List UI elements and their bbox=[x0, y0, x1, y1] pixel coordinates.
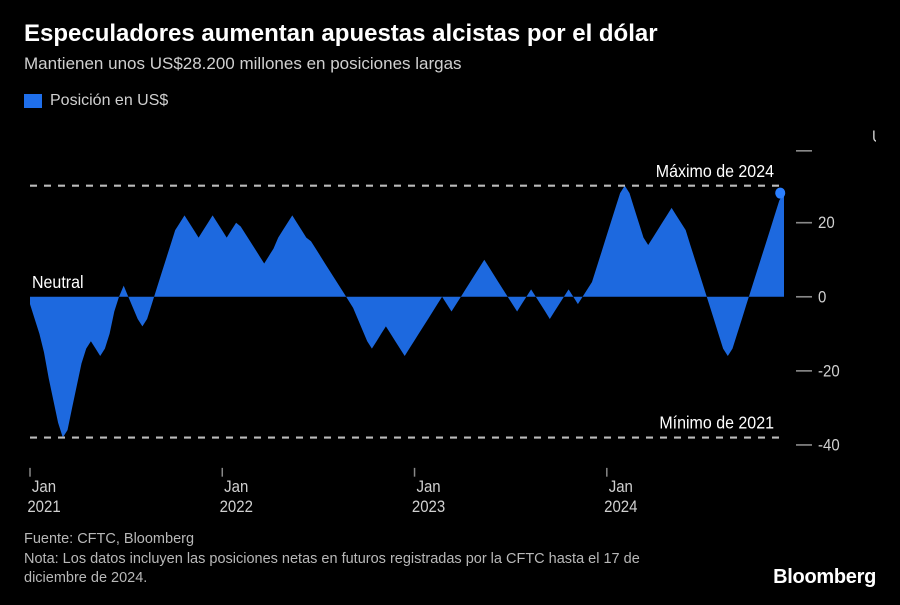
footer-note: Nota: Los datos incluyen las posiciones … bbox=[24, 550, 664, 589]
min-label: Mínimo de 2021 bbox=[659, 413, 774, 433]
legend: Posición en US$ bbox=[24, 92, 876, 110]
x-tick-year: 2022 bbox=[220, 498, 253, 516]
neutral-label: Neutral bbox=[32, 272, 84, 292]
x-tick-month: Jan bbox=[416, 478, 440, 496]
x-tick-month: Jan bbox=[224, 478, 248, 496]
footer: Fuente: CFTC, Bloomberg Nota: Los datos … bbox=[24, 530, 876, 589]
area-chart-svg: Máximo de 2024 Neutral Mínimo de 2021 US$40… bbox=[24, 120, 876, 516]
footer-text: Fuente: CFTC, Bloomberg Nota: Los datos … bbox=[24, 530, 664, 589]
legend-label: Posición en US$ bbox=[50, 92, 168, 110]
last-point-marker bbox=[775, 188, 785, 199]
y-unit-label: US$40.000m bbox=[872, 128, 876, 146]
brand-logo: Bloomberg bbox=[773, 566, 876, 589]
max-label: Máximo de 2024 bbox=[656, 161, 774, 181]
chart-subtitle: Mantienen unos US$28.200 millones en pos… bbox=[24, 54, 876, 74]
x-tick-month: Jan bbox=[609, 478, 633, 496]
chart-container: Especuladores aumentan apuestas alcistas… bbox=[0, 0, 900, 605]
legend-swatch bbox=[24, 94, 42, 108]
x-tick-month: Jan bbox=[32, 478, 56, 496]
chart-title: Especuladores aumentan apuestas alcistas… bbox=[24, 20, 876, 48]
y-tick-label: -40 bbox=[818, 437, 840, 455]
y-tick-label: 20 bbox=[818, 215, 835, 233]
x-tick-year: 2023 bbox=[412, 498, 446, 516]
footer-source: Fuente: CFTC, Bloomberg bbox=[24, 530, 664, 550]
x-tick-year: 2021 bbox=[27, 498, 60, 516]
y-tick-label: 0 bbox=[818, 289, 827, 307]
x-tick-year: 2024 bbox=[604, 498, 638, 516]
y-tick-label: -20 bbox=[818, 363, 840, 381]
area-series bbox=[30, 186, 784, 438]
chart-area: Máximo de 2024 Neutral Mínimo de 2021 US$40… bbox=[24, 120, 876, 516]
